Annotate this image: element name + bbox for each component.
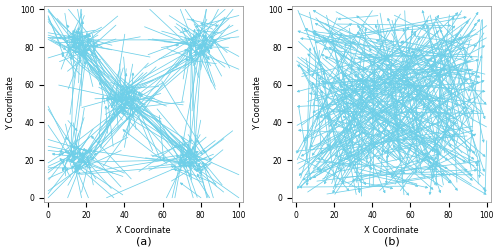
Y-axis label: Y Coordinate: Y Coordinate (6, 77, 15, 131)
X-axis label: X Coordinate: X Coordinate (116, 226, 171, 235)
X-axis label: X Coordinate: X Coordinate (364, 226, 418, 235)
Text: (b): (b) (384, 237, 400, 247)
Text: (a): (a) (136, 237, 152, 247)
Y-axis label: Y Coordinate: Y Coordinate (254, 77, 262, 131)
